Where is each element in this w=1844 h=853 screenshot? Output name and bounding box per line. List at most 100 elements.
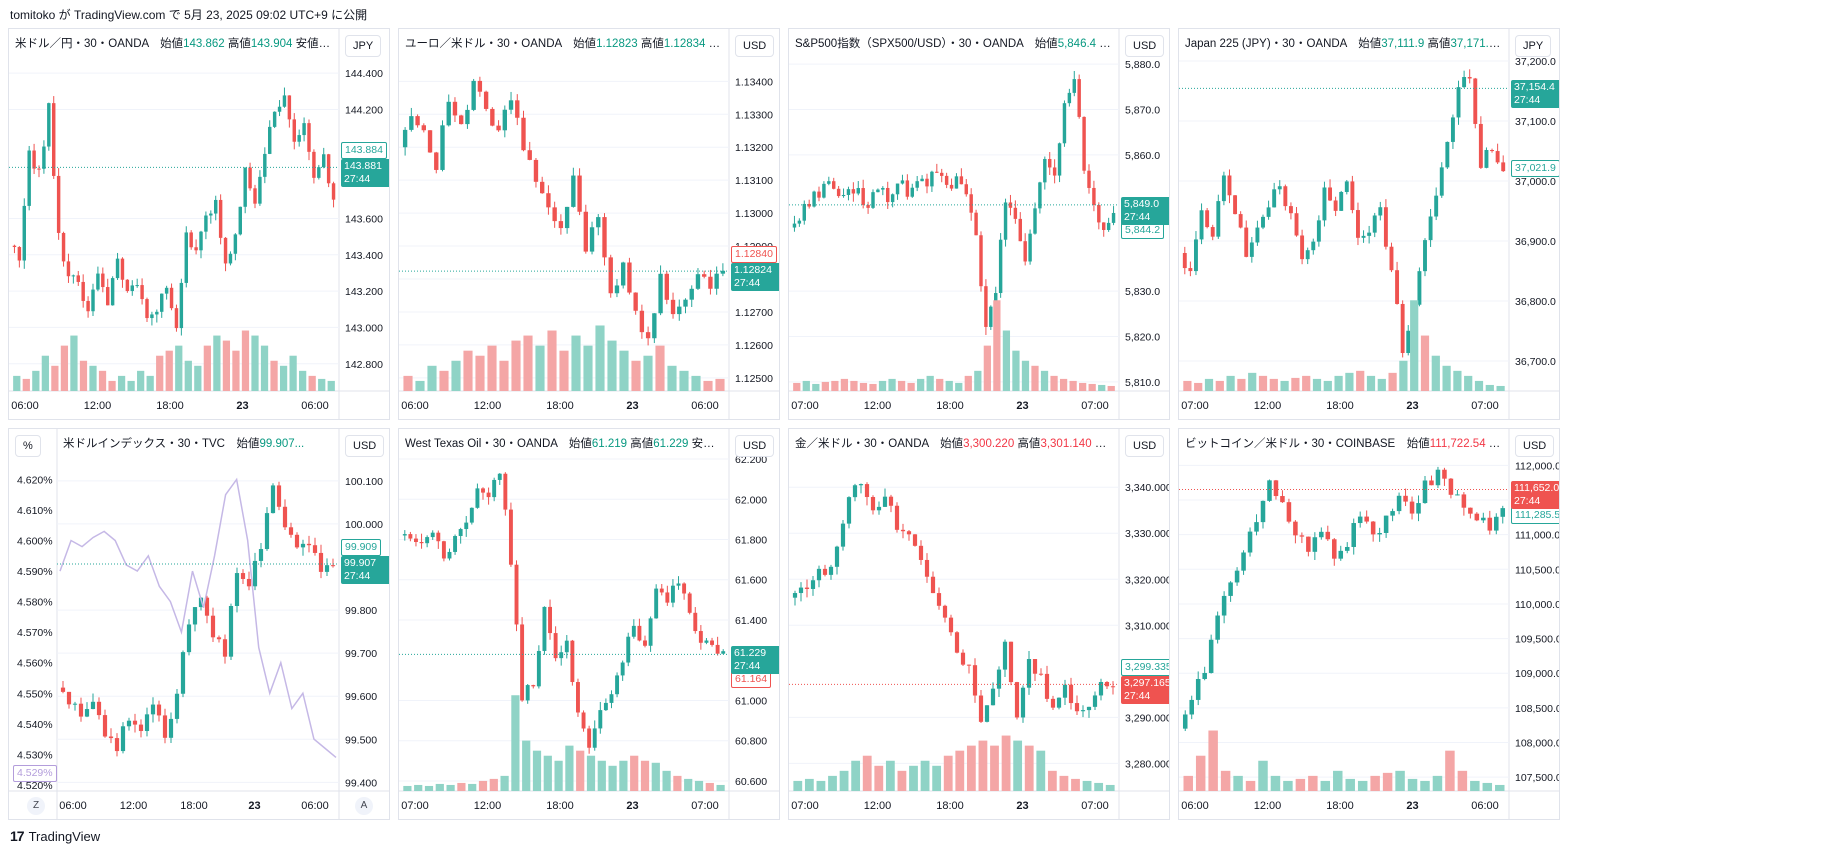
chart-panel[interactable]: 37,200.0 37,100.0 37,000.0 36,900.0 36,800.0… bbox=[1178, 28, 1560, 420]
candle-body bbox=[155, 311, 159, 315]
candle-body bbox=[243, 167, 247, 207]
candle-body bbox=[81, 281, 85, 301]
candle-body bbox=[306, 543, 312, 546]
volume-bar bbox=[98, 370, 107, 391]
y-tick-label: 36,800.0 bbox=[1515, 296, 1556, 308]
ohlc-label: 始値 bbox=[1034, 38, 1058, 50]
x-tick-label: 23 bbox=[626, 800, 638, 812]
candle-body bbox=[514, 564, 519, 625]
chart-panel[interactable]: 62.200 62.000 61.800 61.600 61.400 61.000 60.8… bbox=[398, 428, 780, 820]
percent-scale-button[interactable]: % bbox=[15, 435, 41, 457]
chart-title[interactable]: 米ドルインデックス・30・TVC 始値99.907... bbox=[63, 435, 333, 451]
chart-panel[interactable]: 100.100 100.000 99.800 99.700 99.600 99.500 99… bbox=[8, 428, 390, 820]
volume-bar bbox=[839, 770, 849, 791]
candle-body bbox=[996, 669, 1002, 689]
candle-body bbox=[1501, 162, 1506, 172]
volume-bar bbox=[194, 365, 202, 391]
volume-bar bbox=[60, 345, 69, 391]
chart-svg[interactable]: 1.134001.133001.132001.131001.130001.129… bbox=[399, 29, 780, 420]
chart-svg[interactable]: 62.200 62.000 61.800 61.600 61.400 61.000 60.8… bbox=[399, 429, 780, 820]
chart-panel[interactable]: 112,000.0111,500.0111,000.0110,500.0110,… bbox=[1178, 428, 1560, 820]
volume-bar bbox=[51, 365, 59, 391]
y-tick-label: 109,000.0 bbox=[1515, 668, 1560, 680]
candle-body bbox=[949, 184, 954, 189]
x-tick-label: 07:00 bbox=[791, 400, 819, 412]
volume-bar bbox=[511, 695, 520, 791]
volume-bar bbox=[888, 378, 896, 391]
candle-body bbox=[496, 125, 501, 131]
chart-title[interactable]: 金／米ドル・30・OANDA 始値3,300.220 高値3,301.140 安… bbox=[795, 435, 1113, 451]
chart-title[interactable]: West Texas Oil・30・OANDA 始値61.219 高値61.22… bbox=[405, 435, 723, 451]
candle-body bbox=[110, 278, 115, 306]
y-tick-label: 5,870.0 bbox=[1125, 104, 1160, 116]
candle-body bbox=[216, 637, 222, 640]
candle-body bbox=[1215, 615, 1220, 640]
footer-brand[interactable]: 17 TradingView bbox=[10, 826, 100, 846]
volume-bar bbox=[862, 755, 872, 791]
currency-button[interactable]: USD bbox=[345, 435, 385, 457]
chart-svg[interactable]: 37,200.0 37,100.0 37,000.0 36,900.0 36,800.0… bbox=[1179, 29, 1560, 420]
y-tick-label: 36,700.0 bbox=[1515, 356, 1556, 368]
volume-bar bbox=[499, 360, 509, 391]
candle-body bbox=[186, 624, 192, 653]
prev-close-label: 111,285.5 bbox=[1511, 506, 1559, 524]
title-text: ユーロ／米ドル・30・OANDA bbox=[405, 38, 574, 50]
chart-panel[interactable]: 1.134001.133001.132001.131001.130001.129… bbox=[398, 28, 780, 420]
chart-panel[interactable]: 5,880.0 5,870.0 5,860.0 5,830.0 5,820.0 5,810… bbox=[788, 28, 1170, 420]
volume-bar bbox=[1248, 372, 1257, 391]
volume-bar bbox=[793, 780, 803, 791]
title-text bbox=[1486, 438, 1489, 450]
chart-svg[interactable]: 3,340.000 3,330.000 3,320.000 3,310.000 3,29… bbox=[789, 429, 1170, 820]
volume-bar bbox=[597, 760, 606, 791]
chart-title[interactable]: ビットコイン／米ドル・30・COINBASE 始値111,722.54 高値..… bbox=[1185, 435, 1503, 451]
candle-body bbox=[1481, 517, 1486, 521]
chart-title[interactable]: ユーロ／米ドル・30・OANDA 始値1.12823 高値1.12834 安値.… bbox=[405, 35, 723, 51]
candle-body bbox=[60, 687, 66, 692]
chart-title[interactable]: 米ドル／円・30・OANDA 始値143.862 高値143.904 安値143… bbox=[15, 35, 333, 51]
last-price-value: 3,297.165 bbox=[1124, 677, 1170, 690]
chart-svg[interactable]: 112,000.0111,500.0111,000.0110,500.0110,… bbox=[1179, 429, 1560, 820]
chart-title[interactable]: Japan 225 (JPY)・30・OANDA 始値37,111.9 高値37… bbox=[1185, 35, 1503, 51]
candle-body bbox=[86, 300, 90, 312]
candle-body bbox=[602, 217, 607, 258]
candle-body bbox=[264, 513, 270, 550]
currency-button[interactable]: USD bbox=[1125, 35, 1165, 57]
candle-body bbox=[905, 180, 910, 197]
candle-body bbox=[936, 593, 942, 606]
chart-panel[interactable]: 3,340.000 3,330.000 3,320.000 3,310.000 3,29… bbox=[788, 428, 1170, 820]
candle-body bbox=[174, 693, 180, 719]
x-tick-label: 23 bbox=[626, 400, 638, 412]
currency-button[interactable]: JPY bbox=[1515, 35, 1552, 57]
y-tick-label: 3,340.000 bbox=[1125, 482, 1170, 494]
candle-body bbox=[836, 188, 841, 197]
y-tick-label: 3,320.000 bbox=[1125, 574, 1170, 586]
chart-svg[interactable]: 144.400 144.200 143.600 143.400 143.200 143.0… bbox=[9, 29, 390, 420]
volume-bar bbox=[828, 775, 837, 791]
chart-svg[interactable]: 100.100 100.000 99.800 99.700 99.600 99.500 99… bbox=[9, 429, 390, 820]
chart-panel[interactable]: 144.400 144.200 143.600 143.400 143.200 143.0… bbox=[8, 28, 390, 420]
x-tick-label: 06:00 bbox=[59, 800, 87, 812]
volume-bar bbox=[1194, 382, 1203, 391]
auto-scale-button[interactable]: A bbox=[355, 797, 373, 815]
y-tick-label: 1.13000 bbox=[735, 208, 773, 220]
candle-body bbox=[453, 535, 458, 552]
y-tick-label: 60.800 bbox=[735, 736, 767, 748]
currency-button[interactable]: USD bbox=[1125, 435, 1165, 457]
volume-bar bbox=[966, 745, 976, 791]
candle-body bbox=[138, 724, 144, 732]
currency-button[interactable]: USD bbox=[735, 435, 775, 457]
candle-body bbox=[1023, 241, 1027, 262]
candle-body bbox=[930, 576, 936, 594]
candle-body bbox=[414, 538, 418, 543]
candle-body bbox=[1328, 187, 1332, 201]
chart-svg[interactable]: 5,880.0 5,870.0 5,860.0 5,830.0 5,820.0 5,810… bbox=[789, 29, 1170, 420]
candle-body bbox=[194, 247, 198, 251]
chart-title[interactable]: S&P500指数（SPX500/USD）・30・OANDA 始値5,846.4 … bbox=[795, 35, 1113, 51]
currency-button[interactable]: JPY bbox=[345, 35, 382, 57]
currency-button[interactable]: USD bbox=[735, 35, 775, 57]
x-tick-label: 12:00 bbox=[1254, 400, 1282, 412]
zoom-button[interactable]: Z bbox=[27, 797, 45, 815]
candle-body bbox=[1487, 517, 1493, 531]
currency-button[interactable]: USD bbox=[1515, 435, 1555, 457]
volume-bar bbox=[1195, 755, 1206, 791]
